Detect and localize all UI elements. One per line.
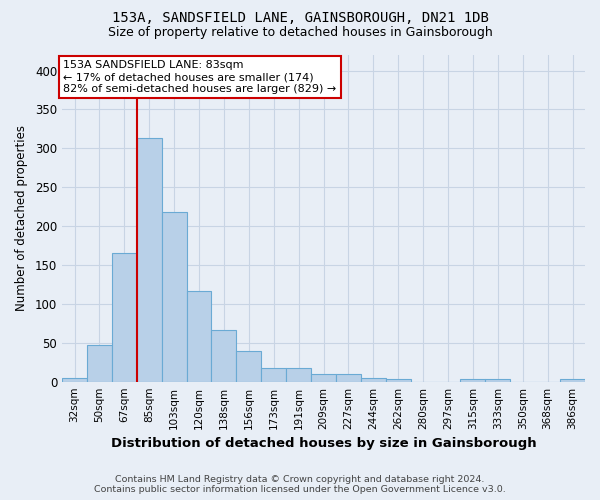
- Bar: [560, 378, 585, 382]
- Bar: [261, 368, 286, 382]
- Bar: [336, 374, 361, 382]
- Bar: [236, 352, 261, 382]
- Bar: [187, 292, 211, 382]
- Text: Size of property relative to detached houses in Gainsborough: Size of property relative to detached ho…: [107, 26, 493, 39]
- Bar: [161, 212, 187, 382]
- Y-axis label: Number of detached properties: Number of detached properties: [15, 126, 28, 312]
- Bar: [386, 378, 410, 382]
- Bar: [286, 368, 311, 382]
- Text: 153A, SANDSFIELD LANE, GAINSBOROUGH, DN21 1DB: 153A, SANDSFIELD LANE, GAINSBOROUGH, DN2…: [112, 11, 488, 25]
- Bar: [361, 378, 386, 382]
- Bar: [460, 378, 485, 382]
- Bar: [211, 330, 236, 382]
- Bar: [62, 378, 87, 382]
- Bar: [87, 345, 112, 382]
- X-axis label: Distribution of detached houses by size in Gainsborough: Distribution of detached houses by size …: [111, 437, 536, 450]
- Bar: [311, 374, 336, 382]
- Bar: [112, 254, 137, 382]
- Text: 153A SANDSFIELD LANE: 83sqm
← 17% of detached houses are smaller (174)
82% of se: 153A SANDSFIELD LANE: 83sqm ← 17% of det…: [64, 60, 337, 94]
- Bar: [137, 138, 161, 382]
- Text: Contains HM Land Registry data © Crown copyright and database right 2024.
Contai: Contains HM Land Registry data © Crown c…: [94, 474, 506, 494]
- Bar: [485, 378, 510, 382]
